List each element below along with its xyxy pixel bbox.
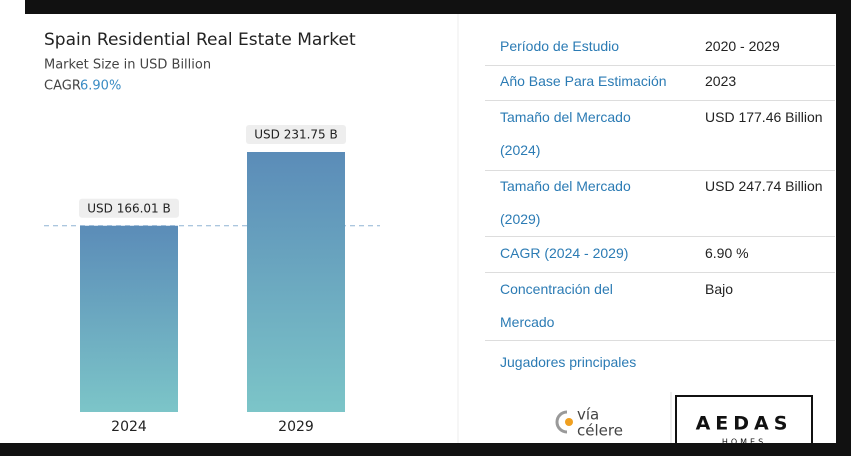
logo-text: HOMES [722,438,766,447]
row-value: 2020 - 2029 [705,38,780,54]
row-separator [485,340,835,341]
frame [836,0,851,456]
row-value: Bajo [705,281,734,297]
x-tick-label: 2024 [111,419,147,435]
cagr-value: 6.90% [80,79,121,94]
row-separator [485,236,835,237]
row-label: Tamaño del Mercado (2024) [500,109,631,158]
row-separator [485,65,835,66]
frame [25,0,851,14]
x-tick-label: 2029 [278,419,314,435]
cagr-label: CAGR [44,79,81,94]
row-value: 2023 [705,73,737,89]
value-label-box [79,198,179,218]
chart-title: Spain Residential Real Estate Market [44,30,356,50]
logo-dot [565,418,573,426]
logo-text: vía [577,406,599,424]
row-separator [485,170,835,171]
chart-subtitle: Market Size in USD Billion [44,58,211,73]
logo-box [675,395,813,450]
row-separator [485,100,835,101]
value-label: USD 231.75 B [254,128,338,142]
row-label: Concentración del Mercado [500,281,613,330]
row-value: USD 247.74 Billion [705,178,823,194]
value-label-box [246,125,346,144]
logo-text: célere [577,422,623,440]
row-value: USD 177.46 Billion [705,109,823,125]
value-label: USD 166.01 B [87,201,171,215]
logo-icon [555,410,568,434]
row-value: 6.90 % [705,245,749,261]
bar [247,152,345,412]
chart: Spain Residential Real Estate Market Mar… [44,14,459,443]
row-separator [485,272,835,273]
frame [0,443,851,456]
row-label: CAGR (2024 - 2029) [500,245,629,261]
bar [80,225,178,412]
row-label: Período de Estudio [500,38,620,54]
players-label: Jugadores principales [500,354,637,370]
logo-text: AEDAS [696,413,793,435]
row-label: Tamaño del Mercado (2029) [500,178,631,227]
row-label: Año Base Para Estimación [500,73,667,89]
